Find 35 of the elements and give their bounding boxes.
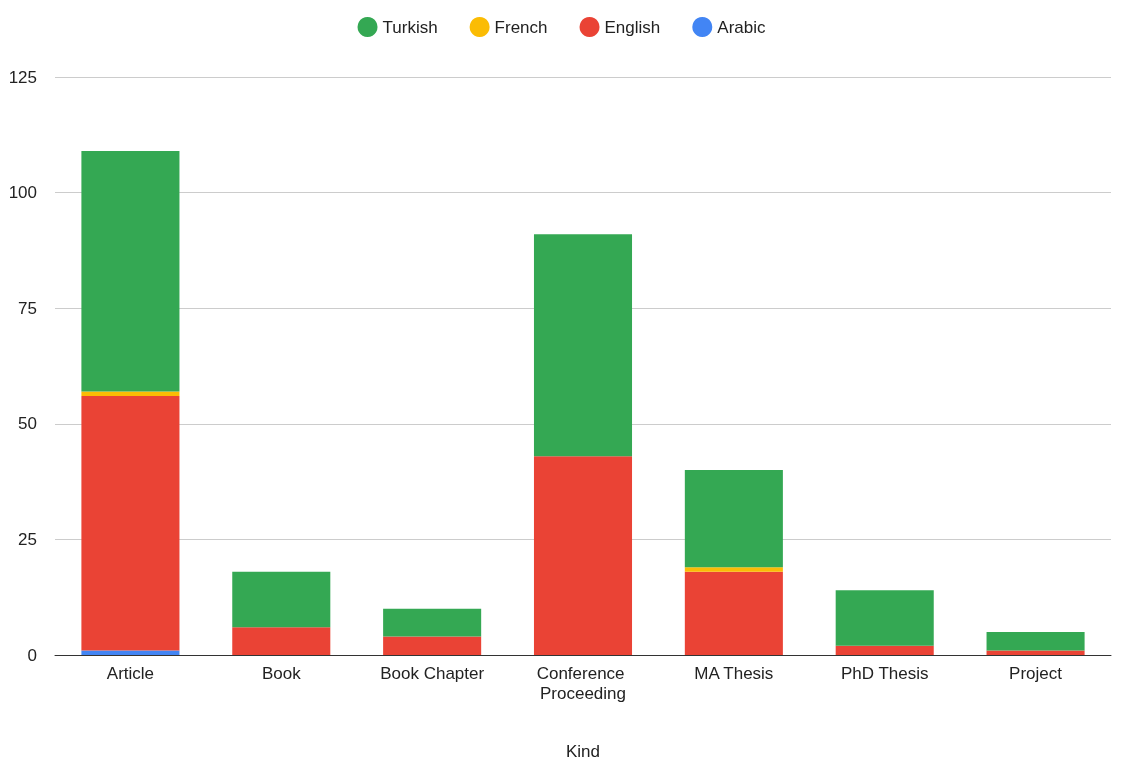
y-tick-label: 0 bbox=[27, 645, 37, 665]
y-tick-label: 125 bbox=[8, 67, 37, 87]
bar bbox=[684, 470, 783, 568]
bar bbox=[81, 391, 180, 397]
bar bbox=[835, 645, 934, 655]
legend-label: Turkish bbox=[382, 17, 438, 37]
bar bbox=[232, 571, 331, 628]
bar bbox=[81, 396, 180, 651]
bar bbox=[533, 456, 633, 655]
bar bbox=[81, 150, 180, 392]
x-tick-label: Conference Proceeding bbox=[536, 663, 630, 703]
x-tick-label: Book bbox=[261, 663, 302, 683]
legend-label: English bbox=[604, 17, 661, 37]
x-tick-label: MA Thesis bbox=[694, 663, 774, 683]
bar bbox=[383, 636, 482, 655]
x-tick-label: Project bbox=[1009, 663, 1063, 683]
bar bbox=[835, 590, 934, 646]
bar bbox=[232, 627, 331, 655]
y-tick-label: 75 bbox=[18, 298, 37, 318]
bar bbox=[81, 650, 180, 655]
legend-label: Arabic bbox=[717, 17, 766, 37]
bar bbox=[684, 567, 783, 572]
x-tick-label: Book Chapter bbox=[380, 663, 485, 683]
x-tick-label: Article bbox=[106, 663, 155, 683]
legend-label: French bbox=[494, 17, 548, 37]
x-tick-label: PhD Thesis bbox=[840, 663, 929, 683]
bar bbox=[986, 631, 1085, 651]
bar bbox=[383, 608, 482, 637]
bar bbox=[533, 234, 633, 457]
bar bbox=[684, 571, 783, 655]
bar bbox=[986, 650, 1085, 655]
x-axis-title: Kind bbox=[565, 742, 601, 761]
y-tick-label: 100 bbox=[8, 183, 37, 203]
y-tick-label: 25 bbox=[18, 529, 37, 549]
y-tick-label: 50 bbox=[18, 414, 37, 434]
